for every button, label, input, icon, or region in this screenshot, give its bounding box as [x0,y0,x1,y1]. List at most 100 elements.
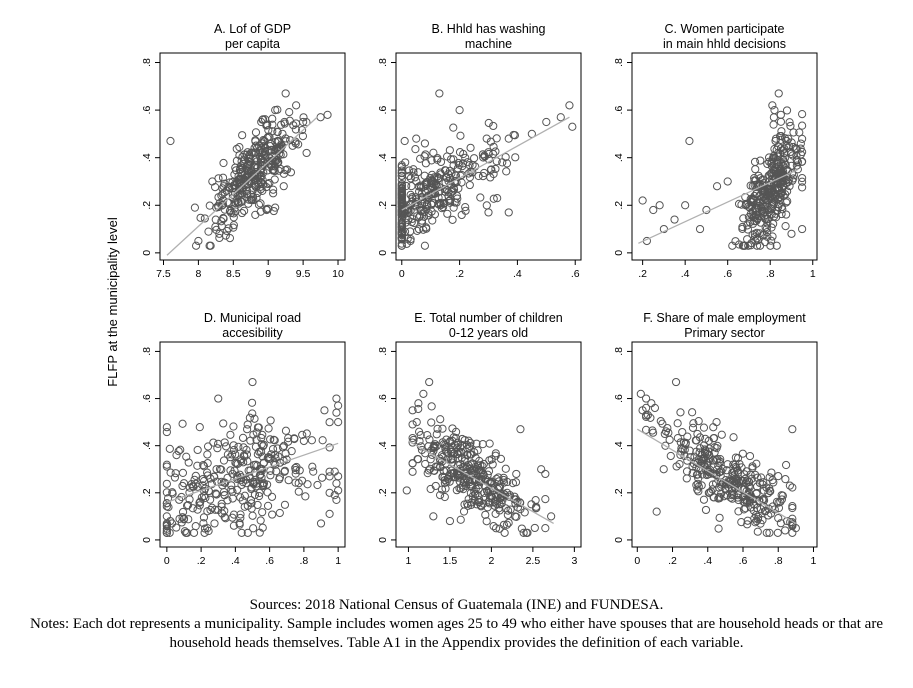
scatter-point [297,125,307,135]
scatter-point [228,487,237,496]
scatter-point [723,177,732,186]
scatter-point [788,425,797,434]
scatter-point [767,468,776,477]
scatter-point [755,241,765,250]
scatter-point [502,159,512,168]
scatter-point [208,177,217,186]
scatter-point [267,492,277,501]
scatter-point [531,496,540,505]
scatter-point [779,157,789,166]
scatter-point [397,171,406,180]
scatter-point [776,144,786,153]
scatter-point [254,423,263,432]
scatter-point [402,181,411,191]
x-tick-label: 10 [332,268,344,280]
scatter-point [466,480,476,489]
scatter-point [220,490,229,500]
scatter-point [446,155,456,164]
scatter-point [506,505,515,514]
scatter-point [406,236,415,246]
scatter-point [162,524,171,533]
scatter-point [735,240,744,249]
scatter-point [768,232,777,241]
scatter-point [495,494,505,503]
scatter-point [283,165,292,174]
y-tick-label: .6 [613,106,625,115]
scatter-point [769,219,778,228]
scatter-point [325,509,334,519]
scatter-point [402,486,411,495]
scatter-point [170,473,180,482]
scatter-point [694,416,703,426]
scatter-point [195,501,204,510]
scatter-point [446,437,455,446]
scatter-point [466,438,475,447]
scatter-point [229,223,238,232]
notes-text: Notes: Each dot represents a municipalit… [30,616,883,651]
scatter-point [258,186,267,195]
scatter-point [494,473,503,482]
scatter-point [271,203,280,212]
scatter-point [416,431,425,440]
scatter-point [197,493,206,502]
scatter-point [176,445,185,454]
scatter-point [172,523,181,532]
scatter-point [179,479,189,488]
scatter-point [459,485,468,494]
scatter-point [568,122,577,131]
scatter-point [496,454,506,463]
y-tick-label: .4 [613,153,625,162]
scatter-point [325,472,334,481]
scatter-point [692,447,701,456]
scatter-point [403,234,412,243]
scatter-point [541,524,550,533]
scatter-point [273,127,282,136]
scatter-point [456,131,465,140]
scatter-point [750,157,760,166]
scatter-point [242,475,251,484]
scatter-point [167,519,177,528]
scatter-point [203,450,212,459]
scatter-point [267,145,276,154]
scatter-point [302,118,311,127]
scatter-point [741,504,750,513]
scatter-point [459,507,469,516]
fit-line [166,442,339,503]
scatter-point [162,502,171,511]
x-tick-label: .6 [265,555,274,567]
scatter-point [786,147,795,156]
scatter-point [436,415,445,424]
scatter-point [732,478,742,487]
scatter-point [709,469,718,478]
scatter-point [323,110,332,119]
scatter-point [511,153,520,162]
scatter-point [479,499,488,508]
x-tick-label: .2 [197,555,206,567]
scatter-point [269,189,278,198]
x-tick-label: .4 [513,268,522,280]
scatter-point [256,470,265,479]
scatter-point [463,158,472,167]
scatter-point [280,500,290,509]
scatter-point [714,524,723,533]
scatter-point [268,114,277,123]
scatter-point [442,447,451,456]
scatter-point [266,435,275,444]
x-tick-label: .2 [668,555,677,567]
scatter-point [702,449,712,458]
scatter-point [248,511,257,520]
scatter-point [235,143,244,152]
scatter-point [500,528,509,537]
scatter-point [408,192,417,202]
scatter-point [251,128,261,137]
scatter-point [264,424,273,433]
scatter-point [461,468,470,477]
scatter-point [489,522,498,531]
scatter-point [461,153,470,162]
scatter-point [271,460,280,469]
scatter-point [465,180,474,190]
scatter-point [298,430,307,439]
scatter-point [789,128,798,137]
scatter-point [743,516,752,525]
scatter-point [229,213,238,222]
